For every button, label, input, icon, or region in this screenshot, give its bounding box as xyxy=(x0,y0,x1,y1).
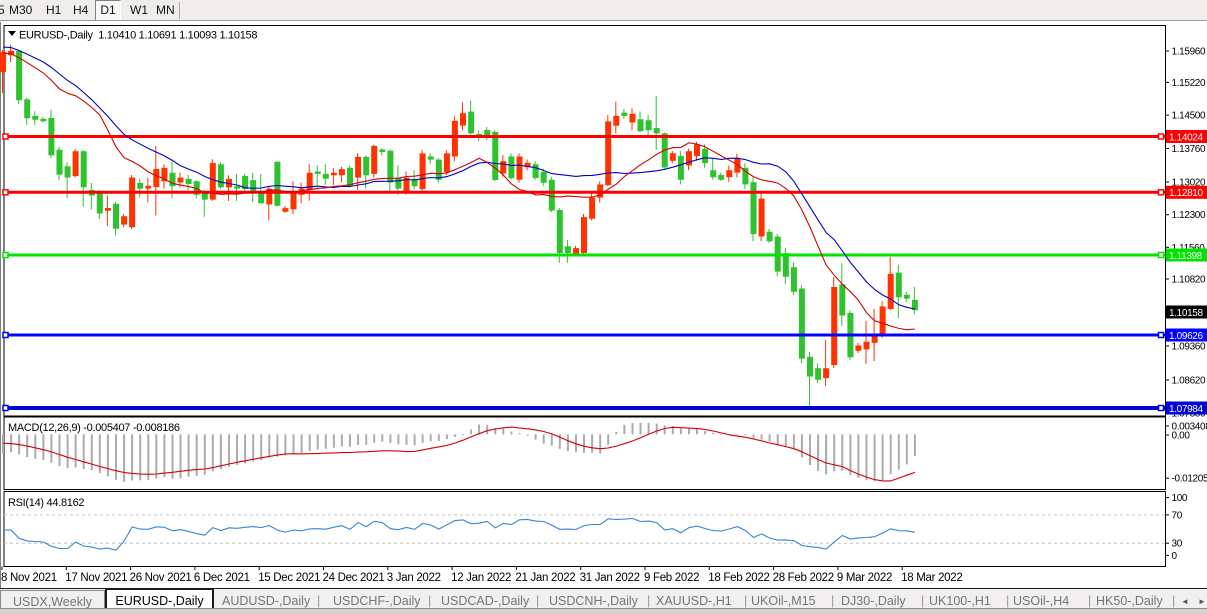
svg-text:1.15220: 1.15220 xyxy=(1172,78,1206,89)
svg-text:0: 0 xyxy=(1172,551,1178,562)
svg-text:31 Jan 2022: 31 Jan 2022 xyxy=(580,572,640,584)
svg-text:RSI(14) 44.8162: RSI(14) 44.8162 xyxy=(8,497,84,509)
svg-text:0.00: 0.00 xyxy=(1172,431,1191,442)
svg-text:28 Feb 2022: 28 Feb 2022 xyxy=(773,572,834,584)
svg-text:1.14500: 1.14500 xyxy=(1172,111,1206,122)
svg-text:26 Nov 2021: 26 Nov 2021 xyxy=(130,572,192,584)
svg-text:EURUSD-,Daily 1.10410 1.10691: EURUSD-,Daily 1.10410 1.10691 1.10093 1.… xyxy=(19,30,257,42)
svg-text:8 Nov 2021: 8 Nov 2021 xyxy=(1,572,57,584)
svg-text:17 Nov 2021: 17 Nov 2021 xyxy=(65,572,127,584)
svg-text:15 Dec 2021: 15 Dec 2021 xyxy=(258,572,320,584)
svg-text:1.12810: 1.12810 xyxy=(1169,188,1203,199)
svg-text:MACD(12,26,9) -0.005407 -0.008: MACD(12,26,9) -0.005407 -0.008186 xyxy=(8,422,180,434)
svg-text:0.003408: 0.003408 xyxy=(1172,422,1207,433)
svg-text:1.13760: 1.13760 xyxy=(1172,144,1206,155)
svg-text:1.11560: 1.11560 xyxy=(1172,243,1206,254)
svg-text:21 Jan 2022: 21 Jan 2022 xyxy=(515,572,575,584)
svg-text:1.08620: 1.08620 xyxy=(1172,376,1206,387)
svg-text:1.10820: 1.10820 xyxy=(1172,275,1206,286)
svg-text:70: 70 xyxy=(1172,510,1183,521)
svg-text:1.09360: 1.09360 xyxy=(1172,342,1206,353)
svg-text:3 Jan 2022: 3 Jan 2022 xyxy=(387,572,441,584)
svg-text:18 Feb 2022: 18 Feb 2022 xyxy=(708,572,769,584)
svg-text:1.11398: 1.11398 xyxy=(1169,251,1203,262)
svg-text:100: 100 xyxy=(1172,493,1188,504)
svg-text:1.12300: 1.12300 xyxy=(1172,210,1206,221)
svg-text:9 Mar 2022: 9 Mar 2022 xyxy=(837,572,892,584)
svg-text:30: 30 xyxy=(1172,539,1183,550)
svg-text:1.13020: 1.13020 xyxy=(1172,178,1206,189)
svg-text:1.14024: 1.14024 xyxy=(1169,132,1203,143)
svg-text:12 Jan 2022: 12 Jan 2022 xyxy=(451,572,511,584)
svg-text:18 Mar 2022: 18 Mar 2022 xyxy=(901,572,962,584)
svg-text:1.10158: 1.10158 xyxy=(1169,308,1203,319)
svg-text:24 Dec 2021: 24 Dec 2021 xyxy=(323,572,385,584)
svg-text:-0.012058: -0.012058 xyxy=(1172,474,1207,485)
svg-text:6 Dec 2021: 6 Dec 2021 xyxy=(194,572,250,584)
svg-text:1.15960: 1.15960 xyxy=(1172,47,1206,58)
svg-text:1.07984: 1.07984 xyxy=(1169,404,1203,415)
svg-text:1.09626: 1.09626 xyxy=(1169,331,1203,342)
svg-text:9 Feb 2022: 9 Feb 2022 xyxy=(644,572,699,584)
